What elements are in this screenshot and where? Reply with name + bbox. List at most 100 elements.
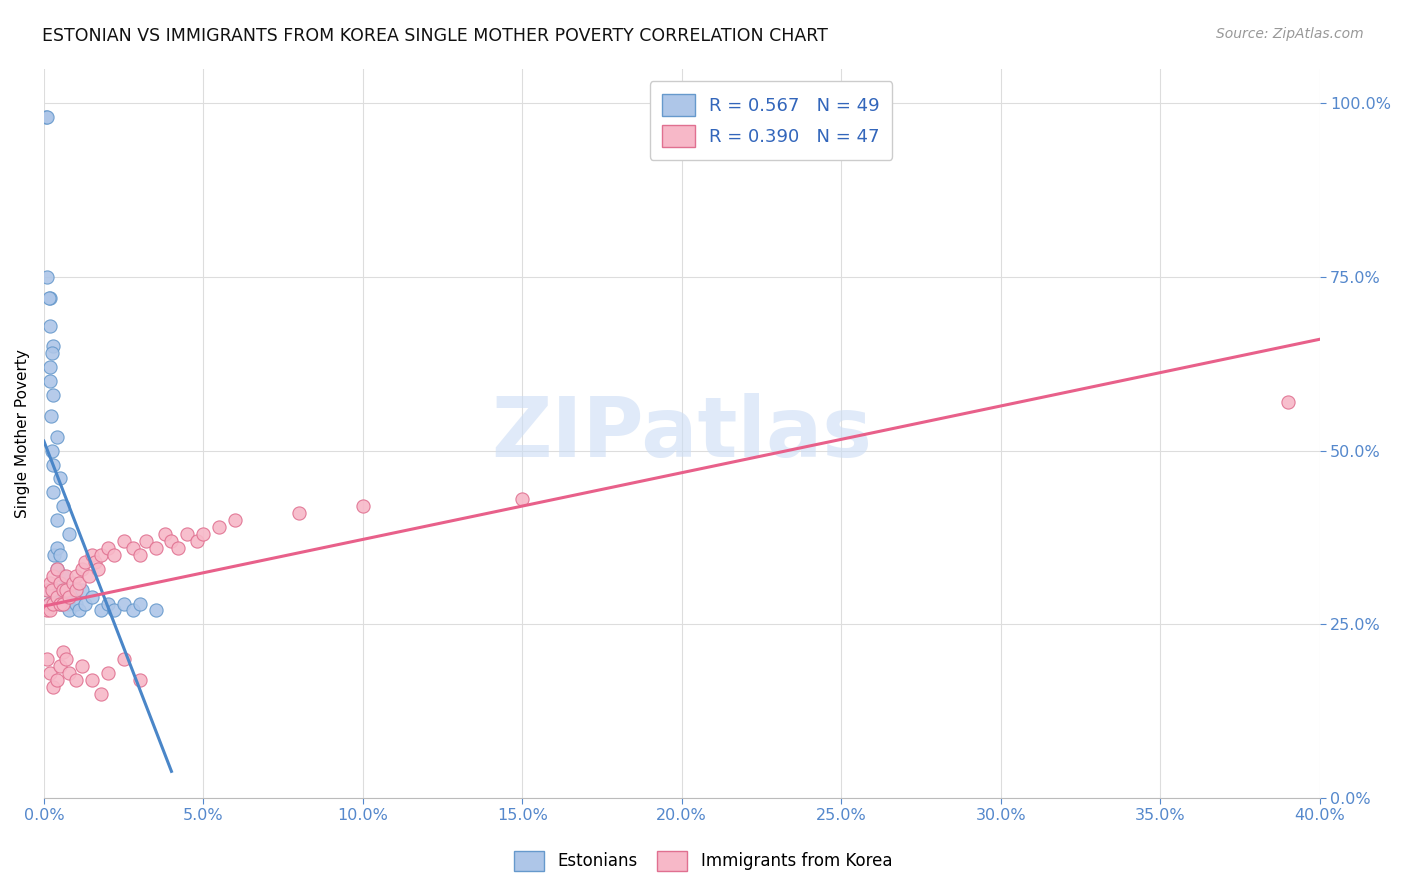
Point bbox=[160, 533, 183, 548]
Point bbox=[56, 597, 79, 611]
Point bbox=[58, 665, 80, 680]
Legend: Estonians, Immigrants from Korea: Estonians, Immigrants from Korea bbox=[506, 842, 900, 880]
Point bbox=[87, 562, 110, 576]
Point bbox=[70, 562, 93, 576]
Point bbox=[67, 575, 90, 590]
Point bbox=[42, 568, 65, 582]
Point bbox=[42, 458, 65, 472]
Point bbox=[42, 388, 65, 402]
Point bbox=[84, 555, 107, 569]
Point bbox=[65, 597, 87, 611]
Point bbox=[1277, 395, 1299, 409]
Point bbox=[193, 527, 215, 541]
Point bbox=[46, 562, 69, 576]
Point bbox=[52, 582, 75, 597]
Point bbox=[58, 590, 80, 604]
Point bbox=[70, 659, 93, 673]
Text: Source: ZipAtlas.com: Source: ZipAtlas.com bbox=[1216, 27, 1364, 41]
Point bbox=[45, 590, 67, 604]
Point bbox=[41, 443, 63, 458]
Point bbox=[145, 541, 167, 555]
Point bbox=[39, 374, 62, 388]
Point bbox=[97, 541, 120, 555]
Point bbox=[55, 652, 77, 666]
Point bbox=[97, 665, 120, 680]
Point bbox=[65, 673, 87, 687]
Point bbox=[44, 582, 66, 597]
Point bbox=[55, 582, 77, 597]
Point bbox=[145, 603, 167, 617]
Point bbox=[42, 597, 65, 611]
Point bbox=[38, 291, 60, 305]
Point bbox=[49, 548, 72, 562]
Point bbox=[90, 687, 112, 701]
Point bbox=[62, 575, 84, 590]
Point bbox=[52, 568, 75, 582]
Point bbox=[122, 541, 145, 555]
Point bbox=[153, 527, 176, 541]
Point bbox=[186, 533, 208, 548]
Point bbox=[288, 506, 311, 520]
Point bbox=[45, 673, 67, 687]
Point bbox=[35, 582, 58, 597]
Point bbox=[62, 582, 84, 597]
Point bbox=[42, 680, 65, 694]
Point bbox=[45, 562, 67, 576]
Point bbox=[128, 597, 150, 611]
Point bbox=[67, 603, 90, 617]
Point bbox=[80, 590, 103, 604]
Point bbox=[45, 541, 67, 555]
Point bbox=[80, 673, 103, 687]
Point bbox=[53, 590, 76, 604]
Point bbox=[65, 568, 87, 582]
Point bbox=[38, 360, 60, 375]
Point bbox=[35, 652, 58, 666]
Y-axis label: Single Mother Poverty: Single Mother Poverty bbox=[15, 349, 30, 517]
Point bbox=[49, 597, 72, 611]
Point bbox=[45, 430, 67, 444]
Point bbox=[39, 665, 62, 680]
Point bbox=[97, 597, 120, 611]
Point bbox=[38, 597, 60, 611]
Point bbox=[35, 603, 58, 617]
Point bbox=[46, 582, 69, 597]
Legend: R = 0.567   N = 49, R = 0.390   N = 47: R = 0.567 N = 49, R = 0.390 N = 47 bbox=[650, 81, 893, 160]
Point bbox=[112, 533, 135, 548]
Point bbox=[45, 513, 67, 527]
Point bbox=[77, 568, 100, 582]
Point bbox=[52, 597, 75, 611]
Point bbox=[176, 527, 198, 541]
Point bbox=[90, 603, 112, 617]
Point bbox=[128, 673, 150, 687]
Point bbox=[42, 339, 65, 353]
Point bbox=[52, 500, 75, 514]
Point bbox=[35, 110, 58, 124]
Point bbox=[135, 533, 157, 548]
Point bbox=[510, 492, 533, 507]
Point bbox=[75, 597, 97, 611]
Point bbox=[38, 597, 60, 611]
Point bbox=[49, 471, 72, 485]
Point bbox=[122, 603, 145, 617]
Point bbox=[49, 659, 72, 673]
Point bbox=[58, 527, 80, 541]
Text: ESTONIAN VS IMMIGRANTS FROM KOREA SINGLE MOTHER POVERTY CORRELATION CHART: ESTONIAN VS IMMIGRANTS FROM KOREA SINGLE… bbox=[42, 27, 828, 45]
Point bbox=[51, 582, 73, 597]
Point bbox=[35, 269, 58, 284]
Point bbox=[352, 500, 374, 514]
Point bbox=[39, 409, 62, 423]
Point bbox=[103, 548, 125, 562]
Point bbox=[39, 318, 62, 333]
Point bbox=[39, 291, 62, 305]
Point bbox=[90, 548, 112, 562]
Text: ZIPatlas: ZIPatlas bbox=[491, 392, 872, 474]
Point bbox=[58, 603, 80, 617]
Point bbox=[112, 597, 135, 611]
Point bbox=[70, 582, 93, 597]
Point bbox=[166, 541, 188, 555]
Point bbox=[52, 597, 75, 611]
Point bbox=[42, 548, 65, 562]
Point bbox=[39, 603, 62, 617]
Point bbox=[41, 582, 63, 597]
Point bbox=[65, 582, 87, 597]
